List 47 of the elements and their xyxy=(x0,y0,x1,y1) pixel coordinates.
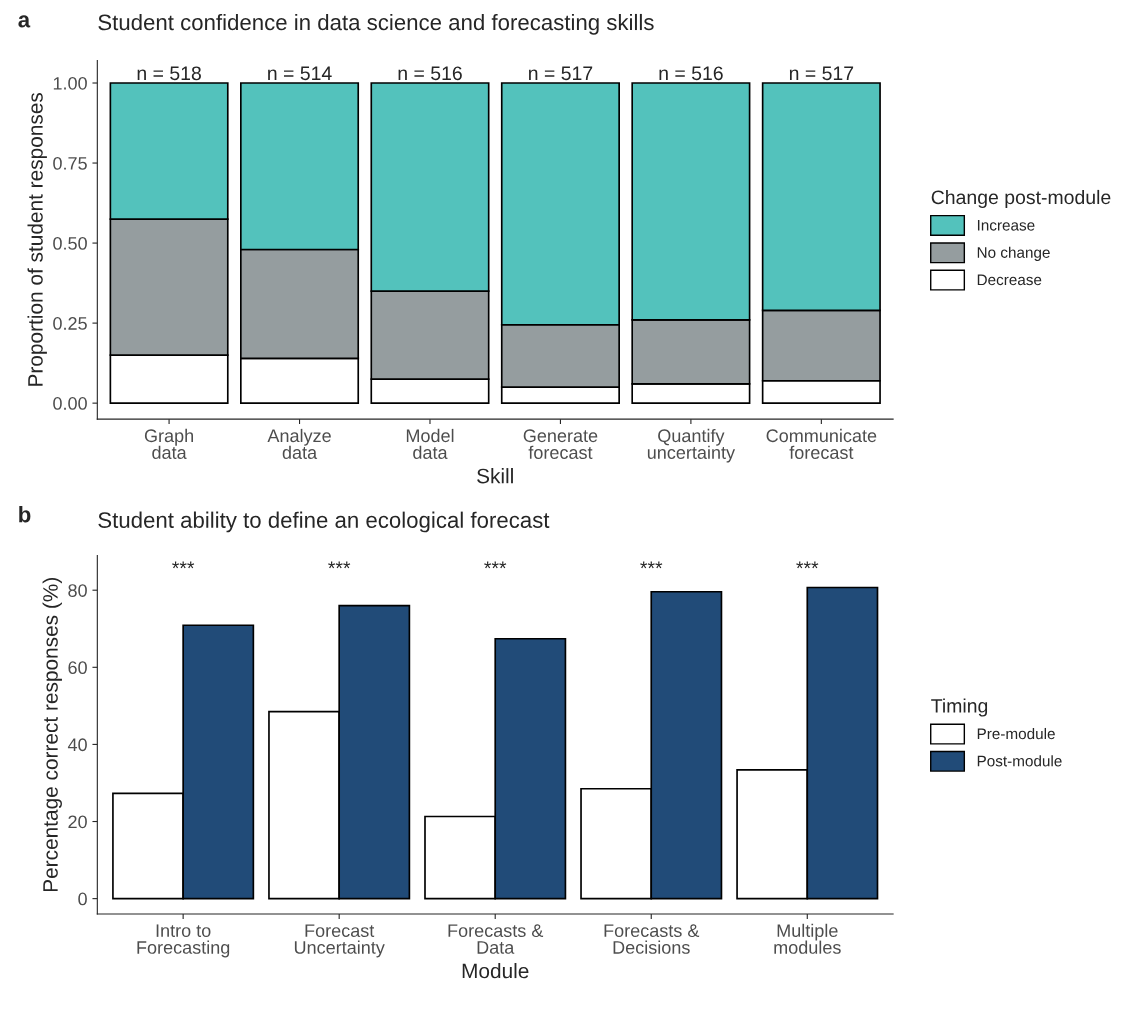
legend-label: Increase xyxy=(977,219,1035,231)
x-tick-label: Model data xyxy=(406,428,454,459)
x-tick-label: Forecasts & Data xyxy=(448,924,544,954)
annotation: n = 518 xyxy=(137,66,201,81)
y-tick-label: 40 xyxy=(67,738,87,752)
annotation: n = 517 xyxy=(789,66,854,81)
chart-title: Student ability to define an ecological forecast xyxy=(98,511,550,533)
text: a xyxy=(18,15,31,28)
y-tick-label: 0 xyxy=(78,892,87,906)
x-tick-label: Graph data xyxy=(144,428,193,459)
y-tick-label: 0.25 xyxy=(53,317,87,330)
annotation: n = 517 xyxy=(529,66,593,81)
y-tick-label: 60 xyxy=(68,661,87,675)
annotation: n = 516 xyxy=(659,66,723,81)
y-tick-label: 0.00 xyxy=(53,397,87,410)
x-tick-label: Communicate forecast xyxy=(766,428,877,459)
x-tick-label: Forecasts & Decisions xyxy=(604,924,700,954)
y-tick-label: 0.75 xyxy=(53,156,87,170)
annotation: *** xyxy=(172,561,195,569)
legend-label: Pre-module xyxy=(977,727,1055,740)
x-axis-title: Module xyxy=(462,962,529,979)
y-tick-label: 80 xyxy=(68,584,87,597)
chart-title: Student confidence in data science and forecasting skills xyxy=(98,13,654,35)
y-tick-label: 20 xyxy=(68,815,87,829)
text: b xyxy=(19,506,31,523)
annotation: *** xyxy=(484,561,507,569)
x-tick-label: Multiple modules xyxy=(774,923,841,954)
x-tick-label: Quantify uncertainty xyxy=(647,428,736,463)
y-tick-label: 0.50 xyxy=(53,237,87,250)
legend-title: Timing xyxy=(931,698,988,717)
annotation: n = 514 xyxy=(268,66,332,81)
legend-label: Post-module xyxy=(977,755,1062,767)
x-tick-label: Generate forecast xyxy=(523,429,598,459)
legend-title: Change post-module xyxy=(931,189,1111,209)
y-axis-title: Percentage correct responses (%) xyxy=(42,578,62,892)
legend-label: Decrease xyxy=(977,274,1042,286)
annotation: *** xyxy=(328,561,351,569)
x-tick-label: Forecast Uncertainty xyxy=(294,924,385,958)
legend-label: No change xyxy=(977,246,1050,261)
x-axis-title: Skill xyxy=(477,468,513,484)
y-tick-label: 1.00 xyxy=(53,76,87,90)
y-axis-title: Proportion of student responses xyxy=(27,92,47,386)
x-tick-label: Intro to Forecasting xyxy=(137,924,230,958)
annotation: *** xyxy=(640,561,663,569)
annotation: n = 516 xyxy=(398,66,462,81)
x-tick-label: Analyze data xyxy=(267,428,331,459)
annotation: *** xyxy=(796,561,819,569)
